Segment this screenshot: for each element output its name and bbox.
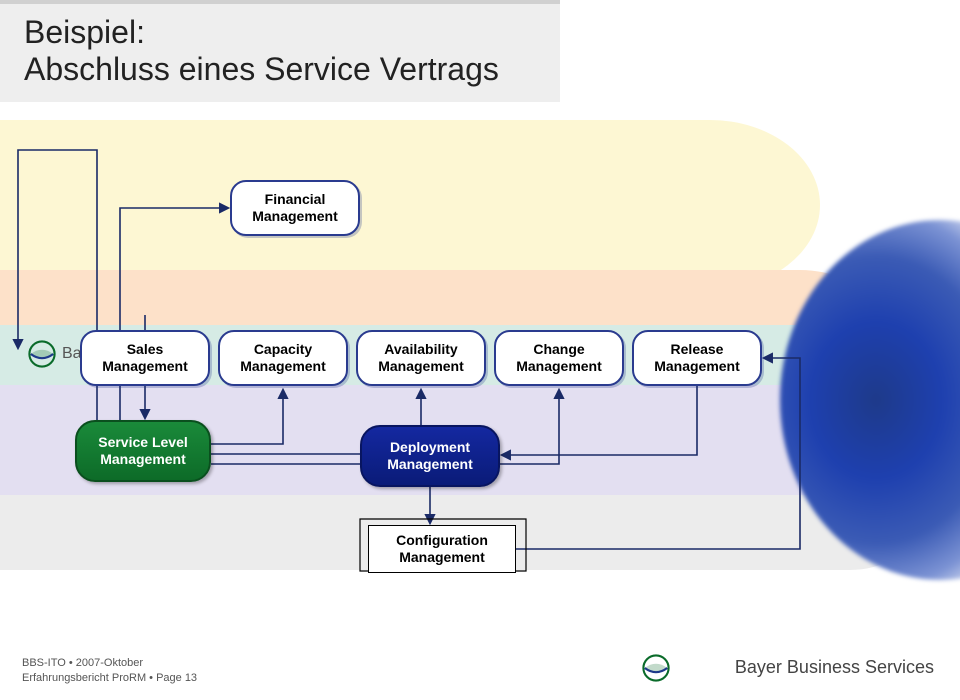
node-deployment-management: DeploymentManagement (360, 425, 500, 487)
node-label: Management (240, 358, 326, 375)
node-label: Management (387, 456, 473, 473)
node-label: Sales (127, 341, 164, 358)
node-label: Management (378, 358, 464, 375)
node-label: Availability (384, 341, 457, 358)
band-yellow (0, 120, 820, 290)
bayer-logo-footer-icon (642, 654, 670, 682)
node-label: Release (671, 341, 724, 358)
footer-line1: BBS-ITO • 2007-Oktober (22, 656, 197, 671)
node-capacity-management: CapacityManagement (218, 330, 348, 386)
footer: BBS-ITO • 2007-Oktober Erfahrungsbericht… (22, 656, 197, 686)
node-label: Change (533, 341, 584, 358)
node-label: Deployment (390, 439, 470, 456)
title-block: Beispiel: Abschluss eines Service Vertra… (0, 0, 560, 102)
node-label: Management (399, 549, 485, 566)
title-line2: Abschluss eines Service Vertrags (24, 51, 540, 88)
footer-line2: Erfahrungsbericht ProRM • Page 13 (22, 671, 197, 686)
node-label: Management (654, 358, 740, 375)
node-release-management: ReleaseManagement (632, 330, 762, 386)
node-label: Management (252, 208, 338, 225)
node-label: Financial (265, 191, 326, 208)
node-service-level-management: Service LevelManagement (75, 420, 211, 482)
bayer-logo-left-icon (28, 340, 56, 368)
title-line1: Beispiel: (24, 14, 540, 51)
footer-brand-label: Bayer Business Services (735, 657, 934, 678)
node-configuration-management: ConfigurationManagement (368, 525, 516, 573)
band-peach (0, 270, 860, 330)
node-sales-management: SalesManagement (80, 330, 210, 386)
node-label: Service Level (98, 434, 188, 451)
node-change-management: ChangeManagement (494, 330, 624, 386)
node-availability-management: AvailabilityManagement (356, 330, 486, 386)
node-label: Capacity (254, 341, 312, 358)
node-label: Management (516, 358, 602, 375)
slide: Beispiel: Abschluss eines Service Vertra… (0, 0, 960, 700)
node-label: Management (100, 451, 186, 468)
node-financial-management: FinancialManagement (230, 180, 360, 236)
node-label: Management (102, 358, 188, 375)
node-label: Configuration (396, 532, 488, 549)
